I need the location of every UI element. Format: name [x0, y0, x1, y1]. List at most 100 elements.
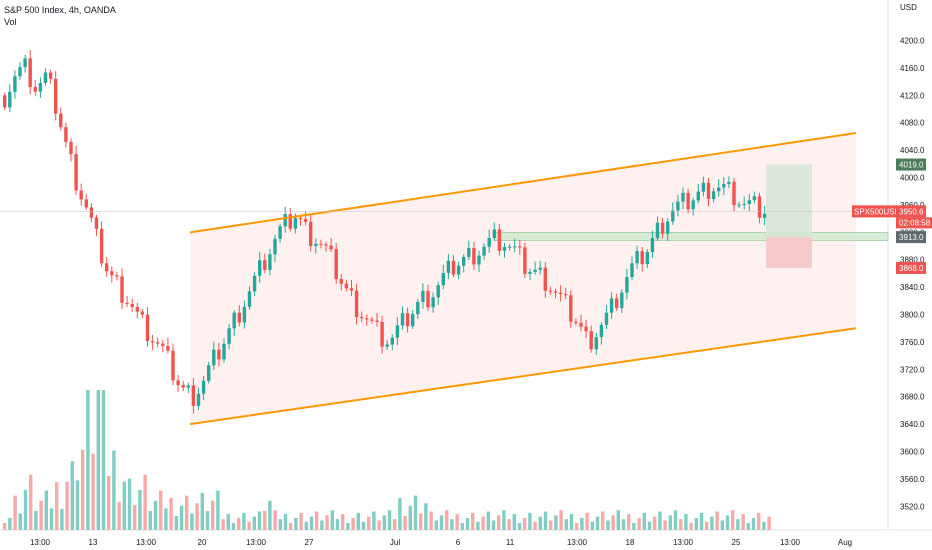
volume-bar [471, 512, 475, 530]
volume-bar [731, 510, 735, 530]
volume-bar [725, 515, 730, 530]
volume-bar [247, 521, 251, 530]
candle-body [375, 320, 379, 322]
volume-bar [268, 500, 272, 530]
volume-bar [637, 517, 641, 530]
candle-body [569, 295, 573, 322]
candle-body [120, 276, 124, 303]
candle-body [635, 251, 639, 264]
candle-body [380, 321, 384, 347]
volume-bar [101, 390, 106, 530]
volume-bar [502, 510, 506, 530]
candle-body [487, 237, 491, 247]
volume-bar [3, 523, 7, 530]
currency-label: USD [900, 3, 917, 12]
candle-body [99, 228, 104, 264]
candle-body [625, 277, 629, 293]
candle-body [645, 251, 649, 265]
candle-body [599, 324, 604, 338]
time-tick-label: 20 [198, 538, 207, 547]
candle-body [492, 229, 496, 238]
volume-bar [403, 516, 407, 530]
candle-body [283, 214, 287, 227]
volume-bar [127, 478, 132, 530]
price-tick-label: 3600.0 [900, 448, 925, 457]
volume-bar [757, 512, 761, 530]
last-price-tag-bg [896, 205, 926, 218]
time-tick-label: 13:00 [30, 538, 51, 547]
volume-bar [335, 519, 340, 530]
volume-bar [320, 520, 324, 530]
candle-body [528, 271, 532, 274]
candle-body [594, 337, 598, 350]
volume-bar [465, 517, 470, 530]
volume-bar [211, 500, 215, 530]
candle-body [3, 95, 7, 108]
candle-body [84, 199, 88, 208]
volume-bar [237, 517, 241, 530]
volume-bar [710, 516, 714, 530]
candle-body [303, 219, 308, 222]
candle-body [655, 222, 660, 239]
volume-bar [143, 474, 147, 530]
candle-body [64, 127, 68, 142]
volume-bar [741, 514, 745, 530]
candle-body [212, 349, 216, 366]
volume-bar [647, 521, 652, 530]
volume-bar [429, 511, 433, 530]
candle-body [543, 267, 547, 291]
volume-bar [434, 520, 438, 530]
price-tick-label: 3840.0 [900, 283, 925, 292]
candle-body [472, 248, 476, 265]
volume-bar [216, 490, 220, 530]
volume-bar [627, 514, 631, 530]
volume-bar [273, 510, 277, 530]
volume-bar [138, 489, 142, 530]
candle-body [502, 247, 507, 251]
candle-body [69, 141, 73, 155]
time-tick-label: 6 [456, 538, 461, 547]
candle-body [737, 204, 741, 206]
volume-bar [689, 523, 693, 530]
volume-bar [538, 516, 542, 530]
stop-tag-bg [896, 261, 926, 274]
time-tick-label: Aug [838, 538, 852, 547]
price-tick-label: 4200.0 [900, 37, 925, 46]
volume-bar [595, 516, 600, 530]
volume-bar [372, 511, 376, 530]
candle-body [171, 350, 175, 381]
candle-body [717, 187, 721, 192]
time-tick-label: 18 [626, 538, 635, 547]
candle-body [615, 298, 619, 309]
volume-bar [65, 481, 69, 530]
candle-body [207, 365, 211, 381]
candle-body [181, 385, 185, 388]
symbol-tag-bg [852, 205, 896, 218]
volume-bar [122, 481, 126, 530]
candle-body [666, 221, 670, 234]
candle-body [584, 326, 588, 332]
volume-bar [642, 512, 646, 530]
candle-body [574, 321, 578, 323]
volume-bar [694, 517, 698, 530]
volume-bar [616, 510, 620, 530]
volume-bar [231, 523, 236, 530]
time-tick-label: 13:00 [136, 538, 157, 547]
volume-bar [585, 512, 589, 530]
price-tick-label: 3720.0 [900, 365, 925, 374]
support-zone [493, 232, 889, 241]
candle-body [630, 263, 634, 278]
volume-bar [512, 514, 516, 530]
level-tag: 3913.0 [899, 233, 924, 242]
candle-body [385, 344, 389, 347]
volume-bar [653, 516, 657, 530]
volume-bar [382, 515, 386, 530]
candle-body [660, 222, 665, 234]
candle-body [94, 217, 99, 229]
volume-bar [450, 519, 454, 530]
volume-bar [299, 512, 303, 530]
volume-bar [174, 516, 178, 530]
volume-bar [112, 450, 116, 530]
candle-body [431, 297, 435, 308]
